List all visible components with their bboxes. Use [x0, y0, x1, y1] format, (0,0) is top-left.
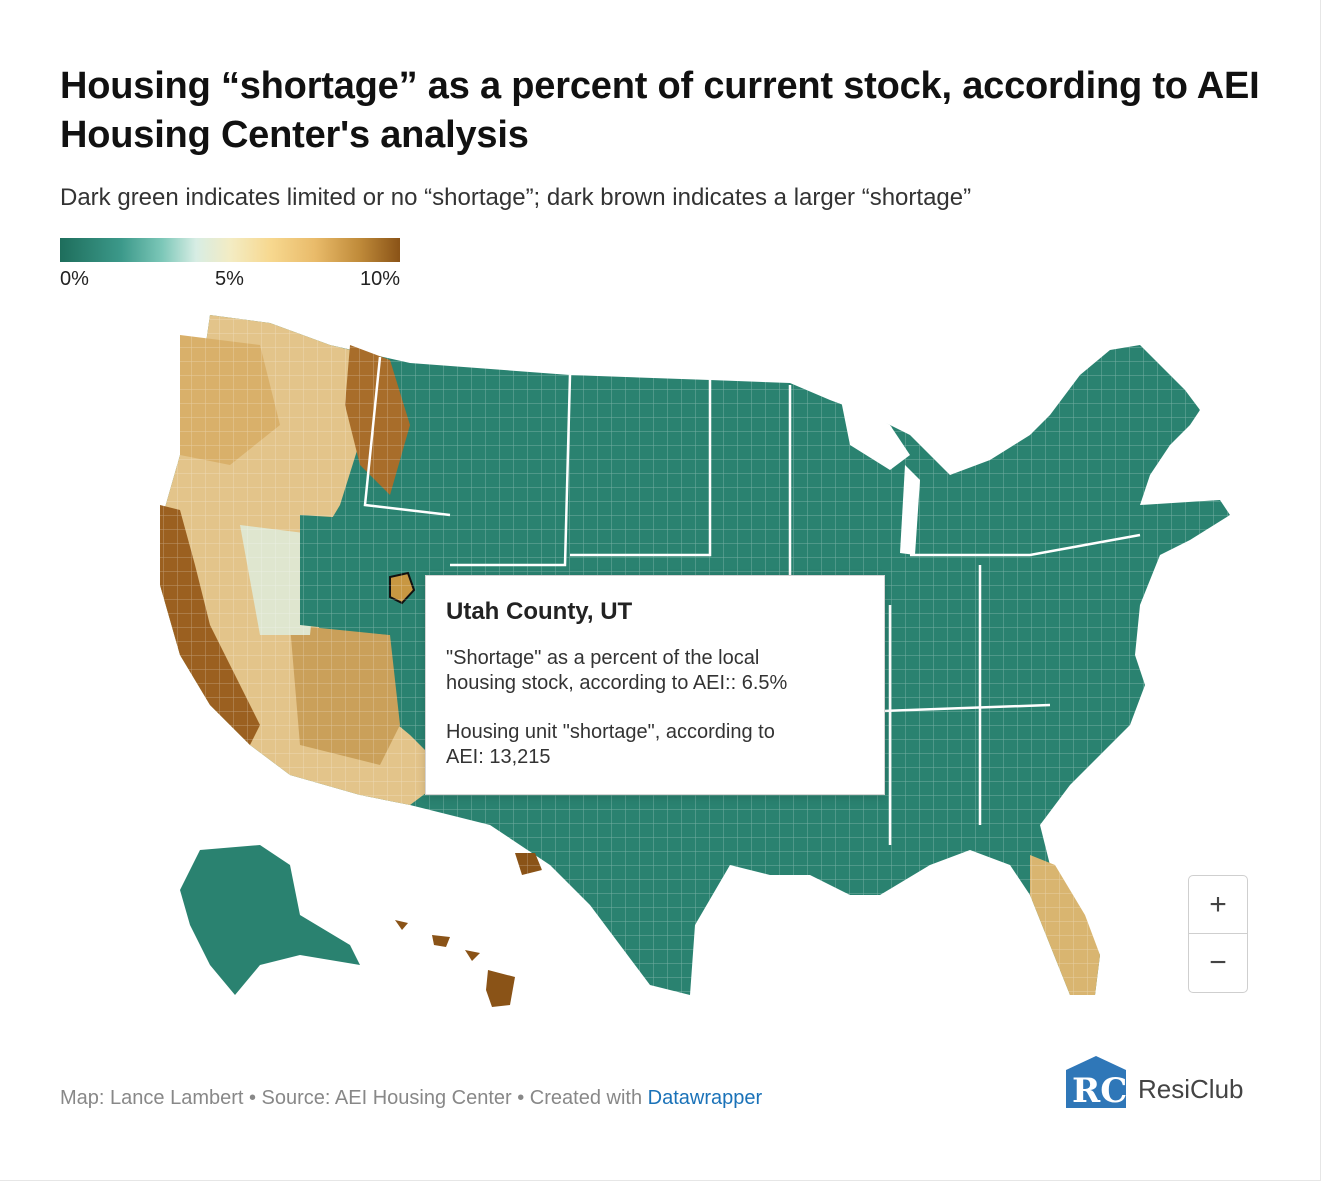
legend-max-label: 10%: [359, 268, 400, 290]
resiclub-logo-text: ResiClub: [1138, 1074, 1244, 1104]
county-tooltip: Utah County, UT "Shortage" as a percent …: [425, 575, 885, 795]
legend-min-label: 0%: [60, 268, 89, 290]
footer-source-text: Map: Lance Lambert • Source: AEI Housing…: [60, 1087, 648, 1109]
tooltip-units-line-1: Housing unit "shortage", according to: [446, 721, 775, 743]
zoom-controls: + −: [1188, 875, 1248, 993]
color-legend: 0% 5% 10%: [60, 238, 400, 290]
tooltip-title: Utah County, UT: [446, 598, 633, 625]
resiclub-logo-mark: RC: [1066, 1056, 1127, 1111]
resiclub-logo: RC ResiClub: [1062, 1052, 1272, 1112]
tooltip-share-line-1: "Shortage" as a percent of the local: [446, 647, 760, 669]
legend-gradient: [60, 238, 400, 262]
chart-title: Housing “shortage” as a percent of curre…: [60, 65, 1260, 156]
zoom-in-button[interactable]: +: [1189, 876, 1247, 934]
svg-text:RC: RC: [1072, 1071, 1127, 1111]
tooltip-share-line-2: housing stock, according to AEI:: 6.5%: [446, 672, 788, 694]
hawaii: [395, 920, 515, 1007]
chart-subtitle: Dark green indicates limited or no “shor…: [60, 184, 972, 211]
alaska: [180, 845, 360, 995]
datawrapper-link[interactable]: Datawrapper: [647, 1087, 763, 1109]
zoom-out-button[interactable]: −: [1209, 946, 1227, 979]
footer-credits: Map: Lance Lambert • Source: AEI Housing…: [60, 1087, 762, 1110]
legend-mid-label: 5%: [215, 268, 244, 290]
tooltip-units-line-2: AEI: 13,215: [446, 746, 551, 768]
